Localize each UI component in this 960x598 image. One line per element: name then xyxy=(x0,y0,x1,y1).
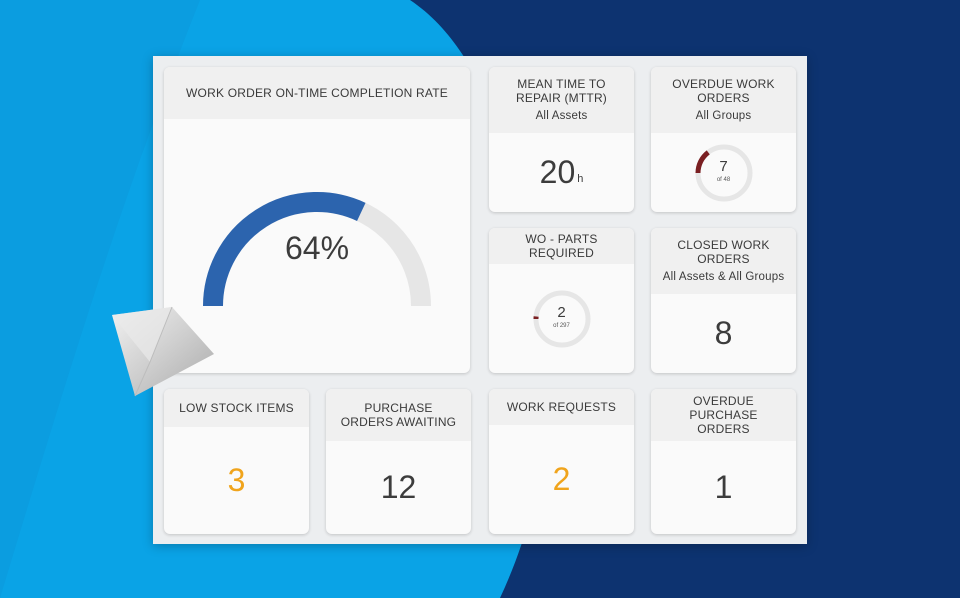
work-requests-card[interactable]: WORK REQUESTS 2 xyxy=(489,389,634,534)
parts-donut: 2 of 297 xyxy=(532,289,592,349)
card-title: CLOSED WORK ORDERS xyxy=(677,238,770,266)
purchase-orders-awaiting-card[interactable]: PURCHASE ORDERS AWAITING 12 xyxy=(326,389,471,534)
overdue-po-value: 1 xyxy=(714,469,733,505)
overdue-work-orders-card[interactable]: OVERDUE WORK ORDERS All Groups 7 of 48 xyxy=(651,67,796,212)
card-title: WORK ORDER ON-TIME COMPLETION RATE xyxy=(186,86,448,100)
closed-work-orders-card[interactable]: CLOSED WORK ORDERS All Assets & All Grou… xyxy=(651,228,796,373)
low-stock-value: 3 xyxy=(227,462,246,498)
donut-chart xyxy=(695,144,752,201)
card-body: 20 h xyxy=(489,133,634,212)
completion-value: 64% xyxy=(284,230,350,266)
dashboard-panel: WORK ORDER ON-TIME COMPLETION RATE 64% M… xyxy=(153,56,807,544)
card-header: OVERDUE PURCHASE ORDERS xyxy=(651,389,796,441)
card-subtitle: All Assets xyxy=(535,110,588,122)
gauge-fill xyxy=(203,192,366,307)
card-body: 2 of 297 xyxy=(489,264,634,373)
donut-total: of 48 xyxy=(716,176,731,183)
card-title: OVERDUE WORK ORDERS xyxy=(672,77,775,105)
card-header: WORK ORDER ON-TIME COMPLETION RATE xyxy=(164,67,470,119)
decorative-paper-shape xyxy=(112,306,214,397)
donut-total: of 297 xyxy=(553,322,570,329)
card-body: 7 of 48 xyxy=(651,133,796,212)
card-header: WORK REQUESTS xyxy=(489,389,634,425)
mttr-value: 20 xyxy=(539,154,576,190)
card-title: WO - PARTS REQUIRED xyxy=(525,232,598,260)
donut-chart xyxy=(533,290,590,347)
card-header: MEAN TIME TO REPAIR (MTTR) All Assets xyxy=(489,67,634,133)
wo-parts-required-card[interactable]: WO - PARTS REQUIRED 2 of 297 xyxy=(489,228,634,373)
po-awaiting-value: 12 xyxy=(380,469,417,505)
mttr-card[interactable]: MEAN TIME TO REPAIR (MTTR) All Assets 20… xyxy=(489,67,634,212)
card-title: LOW STOCK ITEMS xyxy=(179,401,294,415)
donut-value: 7 xyxy=(719,157,728,175)
card-subtitle: All Assets & All Groups xyxy=(662,271,785,283)
overdue-purchase-orders-card[interactable]: OVERDUE PURCHASE ORDERS 1 xyxy=(651,389,796,534)
card-title: OVERDUE PURCHASE ORDERS xyxy=(689,394,758,436)
completion-rate-card[interactable]: WORK ORDER ON-TIME COMPLETION RATE 64% xyxy=(164,67,470,373)
card-title: WORK REQUESTS xyxy=(506,400,617,414)
card-header: WO - PARTS REQUIRED xyxy=(489,228,634,264)
card-body: 2 xyxy=(489,425,634,534)
card-subtitle: All Groups xyxy=(695,110,752,122)
card-body: 1 xyxy=(651,441,796,534)
low-stock-items-card[interactable]: LOW STOCK ITEMS 3 xyxy=(164,389,309,534)
card-body: 3 xyxy=(164,427,309,534)
card-title: MEAN TIME TO REPAIR (MTTR) xyxy=(515,77,608,105)
card-header: LOW STOCK ITEMS xyxy=(164,389,309,427)
card-body: 12 xyxy=(326,441,471,534)
overdue-wo-donut: 7 of 48 xyxy=(694,143,754,203)
card-header: PURCHASE ORDERS AWAITING xyxy=(326,389,471,441)
donut-segment xyxy=(533,290,590,347)
donut-segment xyxy=(695,144,752,201)
donut-value: 2 xyxy=(557,303,566,321)
closed-value: 8 xyxy=(714,315,733,351)
mttr-unit: h xyxy=(577,172,584,185)
work-requests-value: 2 xyxy=(552,461,571,497)
card-header: CLOSED WORK ORDERS All Assets & All Grou… xyxy=(651,228,796,294)
card-title: PURCHASE ORDERS AWAITING xyxy=(340,401,457,429)
card-header: OVERDUE WORK ORDERS All Groups xyxy=(651,67,796,133)
completion-gauge xyxy=(203,192,431,307)
card-body: 8 xyxy=(651,294,796,373)
